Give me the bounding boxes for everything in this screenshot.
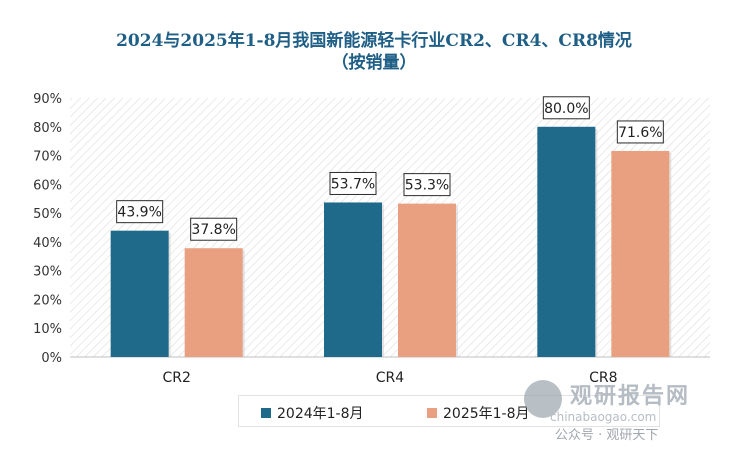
legend-swatch-2025 [427,408,437,418]
watermark: 观研报告网 chinabaogao.com 公众号 · 观研天下 [510,376,740,446]
bar-cr2-series-1 [110,230,169,357]
chart-title: 2024与2025年1-8月我国新能源轻卡行业CR2、CR4、CR8情况 （按销… [0,30,748,74]
y-tick-label: 0% [41,351,62,366]
data-label-box [190,217,238,241]
legend-item-2025: 2025年1-8月 [427,403,530,423]
y-tick-label: 10% [33,322,62,337]
data-label-box [116,200,164,224]
bar-cr4-series-1 [324,202,382,357]
watermark-logo-icon [524,380,562,418]
legend-item-2024: 2024年1-8月 [261,403,364,423]
data-label-box [403,173,451,197]
x-tick-label: CR4 [376,370,405,386]
bar-cr2-series-2 [184,248,243,357]
y-tick-label: 30% [33,265,62,280]
legend-label-2024: 2024年1-8月 [277,406,364,422]
watermark-subtitle: 公众号 · 观研天下 [555,428,659,443]
legend-label-2025: 2025年1-8月 [443,406,530,422]
watermark-title: 观研报告网 [570,384,691,409]
data-label-box [616,120,664,144]
data-label-box [329,171,377,195]
y-tick-label: 70% [33,150,62,165]
y-tick-label: 90% [33,92,62,107]
x-tick-label: CR8 [589,370,617,386]
data-label: 71.6% [618,125,662,141]
bar-cr8-series-2 [611,150,670,357]
chart-title-line2: （按销量） [331,53,417,73]
data-label: 53.3% [405,178,449,194]
bar-cr8-series-1 [537,126,596,358]
legend-swatch-2024 [261,408,271,418]
data-label-box [542,96,590,120]
plot-area [70,98,710,357]
watermark-url: chinabaogao.com [550,410,657,424]
y-tick-label: 40% [33,236,62,251]
y-tick-label: 60% [33,178,62,193]
data-label: 53.7% [331,176,375,192]
bar-cr4-series-2 [398,203,456,357]
chart-legend: 2024年1-8月 2025年1-8月 [238,395,660,427]
chart-title-line1: 2024与2025年1-8月我国新能源轻卡行业CR2、CR4、CR8情况 [116,31,632,51]
data-label: 43.9% [117,205,161,221]
data-label: 80.0% [544,101,588,117]
y-tick-label: 50% [33,207,62,222]
data-label: 37.8% [191,222,235,238]
y-tick-label: 80% [33,121,62,136]
x-tick-label: CR2 [162,370,190,386]
y-tick-label: 20% [33,293,62,308]
